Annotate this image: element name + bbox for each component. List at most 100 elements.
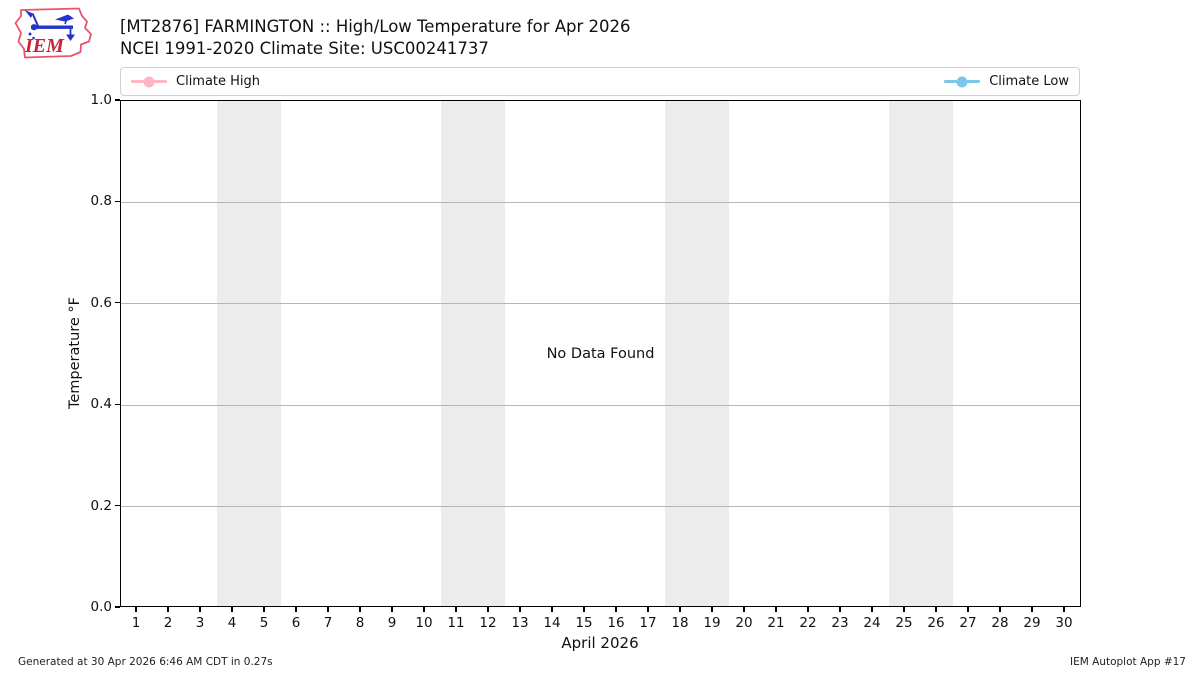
x-tick-label: 19 xyxy=(703,615,721,631)
chart-title: [MT2876] FARMINGTON :: High/Low Temperat… xyxy=(120,17,631,36)
x-tick-label: 14 xyxy=(543,615,561,631)
x-tick-label: 10 xyxy=(415,615,433,631)
x-tick-mark xyxy=(839,607,841,612)
x-tick-mark xyxy=(455,607,457,612)
legend-label-climate-high: Climate High xyxy=(176,74,261,89)
x-tick-mark xyxy=(231,607,233,612)
x-tick-label: 15 xyxy=(575,615,593,631)
x-tick-label: 9 xyxy=(387,615,397,631)
x-tick-label: 11 xyxy=(447,615,465,631)
x-tick-label: 13 xyxy=(511,615,529,631)
x-tick-label: 16 xyxy=(607,615,625,631)
weekend-band xyxy=(217,101,281,606)
footer-app-text: IEM Autoplot App #17 xyxy=(1070,656,1186,668)
x-tick-mark xyxy=(679,607,681,612)
no-data-message: No Data Found xyxy=(546,345,655,362)
x-tick-mark xyxy=(519,607,521,612)
y-gridline xyxy=(121,404,1080,406)
title-block: [MT2876] FARMINGTON :: High/Low Temperat… xyxy=(120,16,631,60)
weather-vane-icon xyxy=(24,10,75,41)
y-gridline xyxy=(121,201,1080,203)
y-tick-mark xyxy=(115,403,120,405)
x-tick-label: 22 xyxy=(799,615,817,631)
x-tick-label: 1 xyxy=(131,615,141,631)
x-tick-label: 25 xyxy=(895,615,913,631)
y-tick-label: 1.0 xyxy=(90,92,112,108)
plot-area: No Data Found xyxy=(120,100,1081,607)
footer-generated-text: Generated at 30 Apr 2026 6:46 AM CDT in … xyxy=(18,656,273,668)
y-gridline xyxy=(121,303,1080,305)
x-tick-mark xyxy=(967,607,969,612)
y-tick-label: 0.6 xyxy=(90,294,112,311)
x-tick-label: 28 xyxy=(991,615,1009,631)
x-tick-label: 21 xyxy=(767,615,785,631)
x-tick-label: 20 xyxy=(735,615,753,631)
x-tick-mark xyxy=(615,607,617,612)
y-tick-label: 0.0 xyxy=(90,599,112,615)
y-tick-mark xyxy=(115,200,120,203)
x-tick-label: 23 xyxy=(831,615,849,631)
x-tick-label: 26 xyxy=(927,615,945,631)
x-tick-mark xyxy=(647,607,649,612)
climate-low-marker-icon xyxy=(944,75,981,88)
x-tick-mark xyxy=(903,607,905,612)
y-tick-label: 0.2 xyxy=(90,497,112,514)
legend-dot xyxy=(143,76,155,87)
x-tick-mark xyxy=(359,607,361,612)
x-tick-label: 18 xyxy=(671,615,689,631)
x-tick-mark xyxy=(775,607,777,612)
x-tick-label: 30 xyxy=(1055,615,1073,631)
x-tick-mark xyxy=(583,607,585,612)
x-axis-label: April 2026 xyxy=(561,634,639,652)
x-tick-mark xyxy=(295,607,297,612)
legend-dot xyxy=(956,76,968,87)
x-tick-mark xyxy=(1031,607,1033,612)
x-tick-mark xyxy=(935,607,937,612)
x-tick-mark xyxy=(263,607,265,612)
x-tick-mark xyxy=(327,607,329,612)
x-tick-label: 6 xyxy=(291,615,301,631)
x-tick-mark xyxy=(1063,607,1065,612)
x-tick-mark xyxy=(167,607,169,612)
climate-high-marker-icon xyxy=(131,75,167,88)
y-tick-mark xyxy=(115,606,120,608)
legend-item-climate-low: Climate Low xyxy=(944,74,1069,89)
x-tick-mark xyxy=(807,607,809,612)
x-tick-label: 5 xyxy=(259,615,269,631)
x-tick-label: 4 xyxy=(227,615,237,631)
iem-logo-text: IEM xyxy=(24,35,65,57)
weekend-band xyxy=(665,101,729,606)
x-tick-label: 3 xyxy=(195,615,205,631)
y-tick-mark xyxy=(115,302,120,304)
x-tick-mark xyxy=(135,607,137,612)
iem-logo: IEM xyxy=(14,7,92,59)
x-tick-mark xyxy=(551,607,553,612)
legend-label-climate-low: Climate Low xyxy=(989,74,1069,89)
x-tick-mark xyxy=(999,607,1001,612)
x-tick-label: 8 xyxy=(355,615,365,631)
chart-subtitle: NCEI 1991-2020 Climate Site: USC00241737 xyxy=(120,39,489,58)
x-tick-label: 29 xyxy=(1023,615,1041,631)
weekend-band xyxy=(441,101,505,606)
y-tick-label: 0.8 xyxy=(90,193,112,210)
x-tick-label: 2 xyxy=(163,615,173,631)
y-tick-mark xyxy=(115,99,120,101)
x-tick-label: 27 xyxy=(959,615,977,631)
y-axis-label: Temperature °F xyxy=(67,296,83,410)
x-tick-mark xyxy=(199,607,201,612)
y-gridline xyxy=(121,506,1080,508)
x-tick-mark xyxy=(487,607,489,612)
x-tick-label: 24 xyxy=(863,615,881,631)
y-tick-label: 0.4 xyxy=(90,396,112,413)
x-tick-mark xyxy=(711,607,713,612)
iowa-outline-icon xyxy=(14,7,92,59)
x-tick-label: 12 xyxy=(479,615,497,631)
x-tick-mark xyxy=(423,607,425,612)
legend: Climate High Climate Low xyxy=(120,67,1080,96)
x-tick-mark xyxy=(391,607,393,612)
x-tick-mark xyxy=(743,607,745,612)
x-tick-mark xyxy=(871,607,873,612)
legend-item-climate-high: Climate High xyxy=(131,74,260,89)
x-tick-label: 7 xyxy=(323,615,333,631)
